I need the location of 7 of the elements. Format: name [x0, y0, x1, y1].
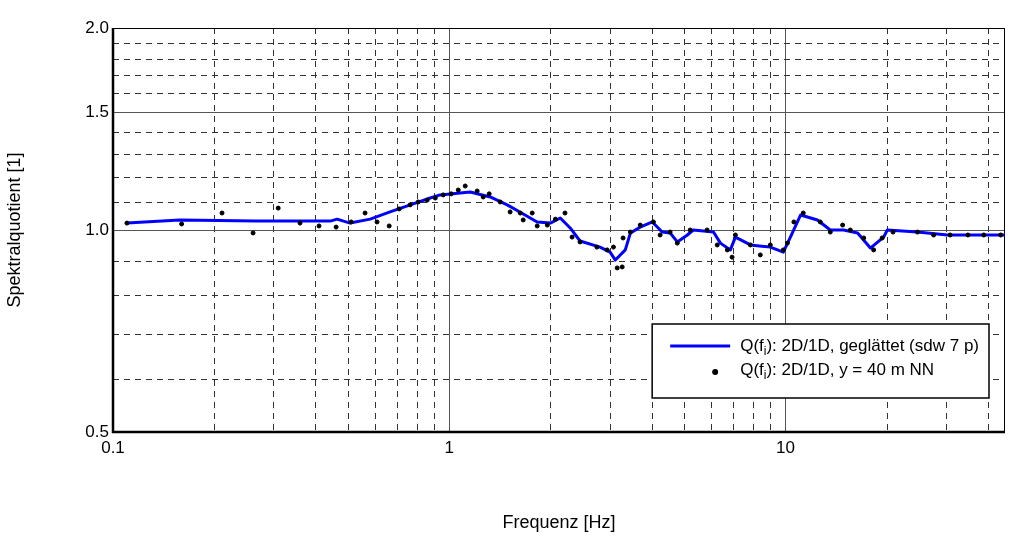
- y-tick-label: 1.0: [85, 219, 109, 239]
- y-tick-label: 1.5: [85, 101, 109, 121]
- x-tick-label: 10: [775, 437, 795, 457]
- y-tick-label: 2.0: [85, 17, 109, 37]
- y-axis-title: Spektralquotient [1]: [3, 152, 24, 308]
- x-axis-title: Frequenz [Hz]: [502, 512, 616, 533]
- x-tick-label: 1: [444, 437, 454, 457]
